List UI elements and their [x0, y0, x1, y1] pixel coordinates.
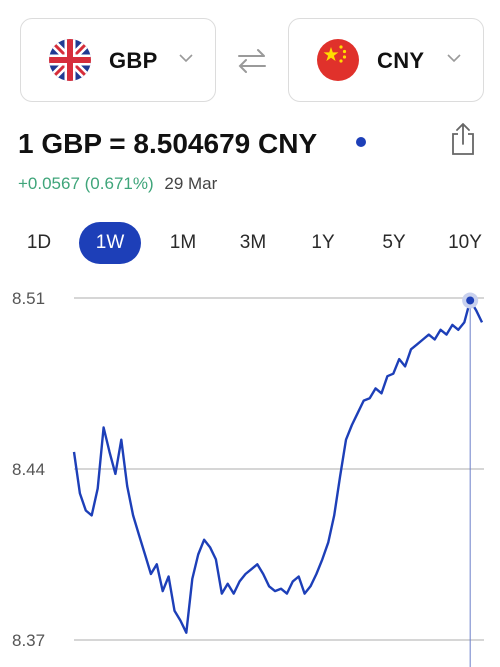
- rate-change-date: 29 Mar: [164, 174, 218, 193]
- highlight-point: [466, 296, 475, 305]
- uk-flag-icon: [49, 39, 91, 81]
- share-icon[interactable]: [450, 122, 476, 156]
- y-tick-label: 8.51: [12, 289, 45, 308]
- rate-series-line: [72, 299, 484, 634]
- to-currency-selector[interactable]: CNY: [288, 18, 484, 102]
- chevron-down-icon: [179, 54, 193, 63]
- tab-5y[interactable]: 5Y: [382, 232, 406, 253]
- y-tick-label: 8.44: [12, 460, 45, 479]
- rate-change-value: +0.0567 (0.671%): [18, 174, 154, 193]
- rate-line-chart[interactable]: 8.51 8.44 8.37: [0, 280, 500, 667]
- tab-3m[interactable]: 3M: [239, 232, 267, 253]
- exchange-rate-title: 1 GBP = 8.504679 CNY: [18, 128, 318, 159]
- to-currency-code: CNY: [377, 48, 425, 73]
- chart-grid: [74, 297, 484, 641]
- y-axis-ticks: 8.51 8.44 8.37: [12, 289, 45, 650]
- tab-1m[interactable]: 1M: [169, 232, 197, 253]
- chevron-down-icon: [447, 54, 461, 63]
- tab-1d[interactable]: 1D: [26, 232, 52, 253]
- live-indicator-dot: [356, 137, 366, 147]
- from-currency-code: GBP: [109, 48, 158, 73]
- china-flag-icon: [317, 39, 359, 81]
- from-currency-selector[interactable]: GBP: [20, 18, 216, 102]
- rate-change-row: +0.0567 (0.671%) 29 Mar: [18, 174, 217, 194]
- tab-10y[interactable]: 10Y: [448, 232, 482, 253]
- tab-1w[interactable]: 1W: [79, 222, 141, 264]
- swap-arrows-icon[interactable]: [236, 48, 268, 74]
- tab-1y[interactable]: 1Y: [311, 232, 335, 253]
- chart-series: [72, 292, 484, 667]
- y-tick-label: 8.37: [12, 631, 45, 650]
